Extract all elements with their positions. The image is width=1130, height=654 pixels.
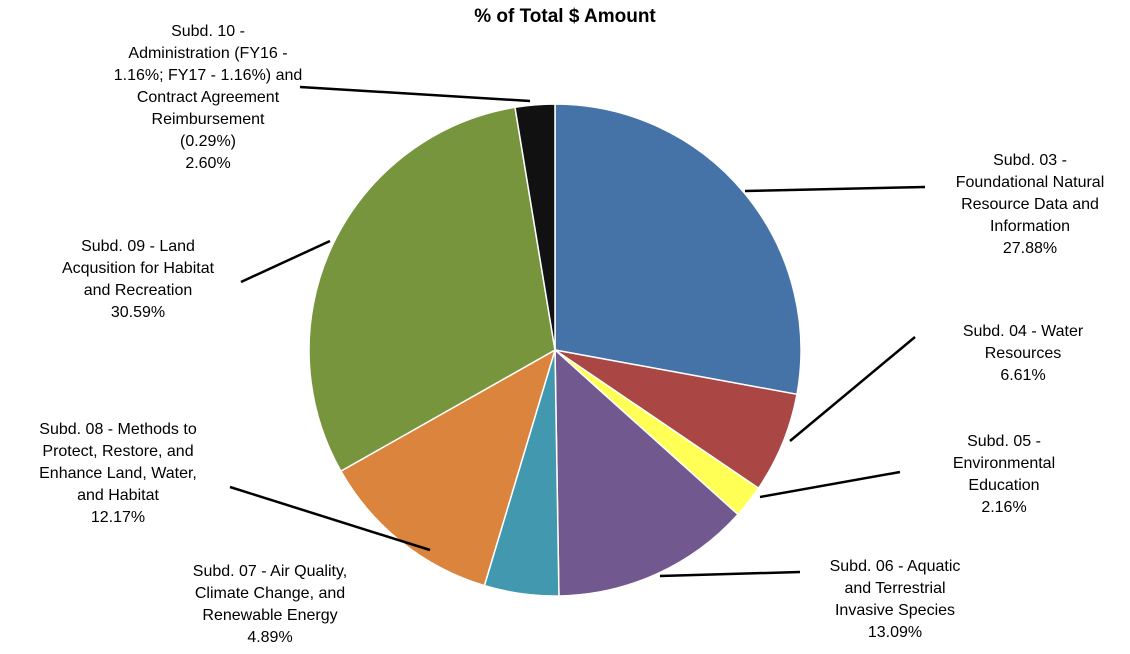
slice-label-line: Subd. 05 -: [967, 433, 1041, 450]
slice-label-line: Foundational Natural: [955, 174, 1105, 191]
slice-label-line: Subd. 06 - Aquatic: [829, 558, 961, 575]
slice-label-line: 1.16%; FY17 - 1.16%) and: [113, 67, 303, 84]
slice-label-line: and Terrestrial: [844, 580, 946, 597]
slice-label-line: Reimbursement: [151, 111, 265, 128]
leader-line: [229, 485, 431, 552]
slice-label: Subd. 04 - Water Resources 6.61%: [873, 321, 1130, 387]
slice-label-line: Protect, Restore, and: [42, 443, 194, 460]
slice-label-line: Invasive Species: [834, 602, 956, 619]
leader-line: [789, 336, 916, 442]
slice-label-line: Contract Agreement: [136, 89, 280, 106]
slice-label-line: Administration (FY16 -: [128, 45, 288, 62]
leader-lines: [229, 85, 926, 578]
slice-label-line: (0.29%): [179, 133, 237, 150]
slice-label: Subd. 10 - Administration (FY16 - 1.16%; F…: [58, 21, 358, 175]
slice-label-line: Information: [989, 218, 1071, 235]
slice-label-line: and Habitat: [77, 487, 159, 504]
slice-label-line: Resource Data and: [961, 196, 1099, 213]
slice-value-label: 4.89%: [247, 629, 293, 646]
slice-label-line: Enhance Land, Water,: [39, 465, 197, 482]
slice-label-line: Subd. 09 - Land: [81, 238, 195, 255]
slice-label: Subd. 07 - Air Quality, Climate Change, a…: [120, 561, 420, 649]
slice-value-label: 27.88%: [1002, 240, 1058, 257]
slice-label-line: Subd. 03 -: [993, 152, 1067, 169]
leader-line: [744, 185, 926, 193]
leader-line: [659, 570, 801, 578]
slice-label: Subd. 08 - Methods to Protect, Restore, a…: [0, 419, 268, 529]
slice-label-line: Subd. 10 -: [171, 23, 245, 40]
pie-slice: [554, 348, 740, 597]
slice-label: Subd. 03 - Foundational Natural Resource D…: [880, 150, 1130, 260]
slice-value-label: 30.59%: [110, 304, 166, 321]
slice-label-line: Subd. 08 - Methods to: [39, 421, 197, 438]
slice-label-line: Acqusition for Habitat: [61, 260, 215, 277]
slice-label-line: and Recreation: [83, 282, 193, 299]
leader-line: [759, 470, 901, 499]
pie-slice: [308, 106, 556, 473]
slice-label: Subd. 06 - Aquatic and Terrestrial Invasiv…: [745, 556, 1045, 644]
pie-slice: [554, 103, 802, 396]
slice-value-label: 6.61%: [1000, 367, 1046, 384]
slice-label-line: Environmental: [952, 455, 1056, 472]
slice-label-line: Resources: [984, 345, 1062, 362]
pie-slices: [308, 103, 802, 597]
slice-label-line: Climate Change, and: [194, 585, 346, 602]
leader-line: [240, 239, 331, 284]
slice-label-line: Education: [968, 477, 1040, 494]
chart-title: % of Total $ Amount: [474, 6, 656, 27]
slice-label: Subd. 05 - Environmental Education 2.16%: [854, 431, 1130, 519]
pie-slice: [514, 103, 556, 351]
leader-line: [299, 85, 531, 103]
slice-value-label: 12.17%: [90, 509, 146, 526]
slice-label-line: Renewable Energy: [202, 607, 338, 624]
slice-label: Subd. 09 - Land Acqusition for Habitat and…: [0, 236, 288, 324]
slice-value-label: 2.60%: [185, 155, 231, 172]
slice-value-label: 2.16%: [981, 499, 1027, 516]
slice-label-line: Subd. 07 - Air Quality,: [192, 563, 348, 580]
slice-label-line: Subd. 04 - Water: [962, 323, 1084, 340]
slice-value-label: 13.09%: [867, 624, 923, 641]
